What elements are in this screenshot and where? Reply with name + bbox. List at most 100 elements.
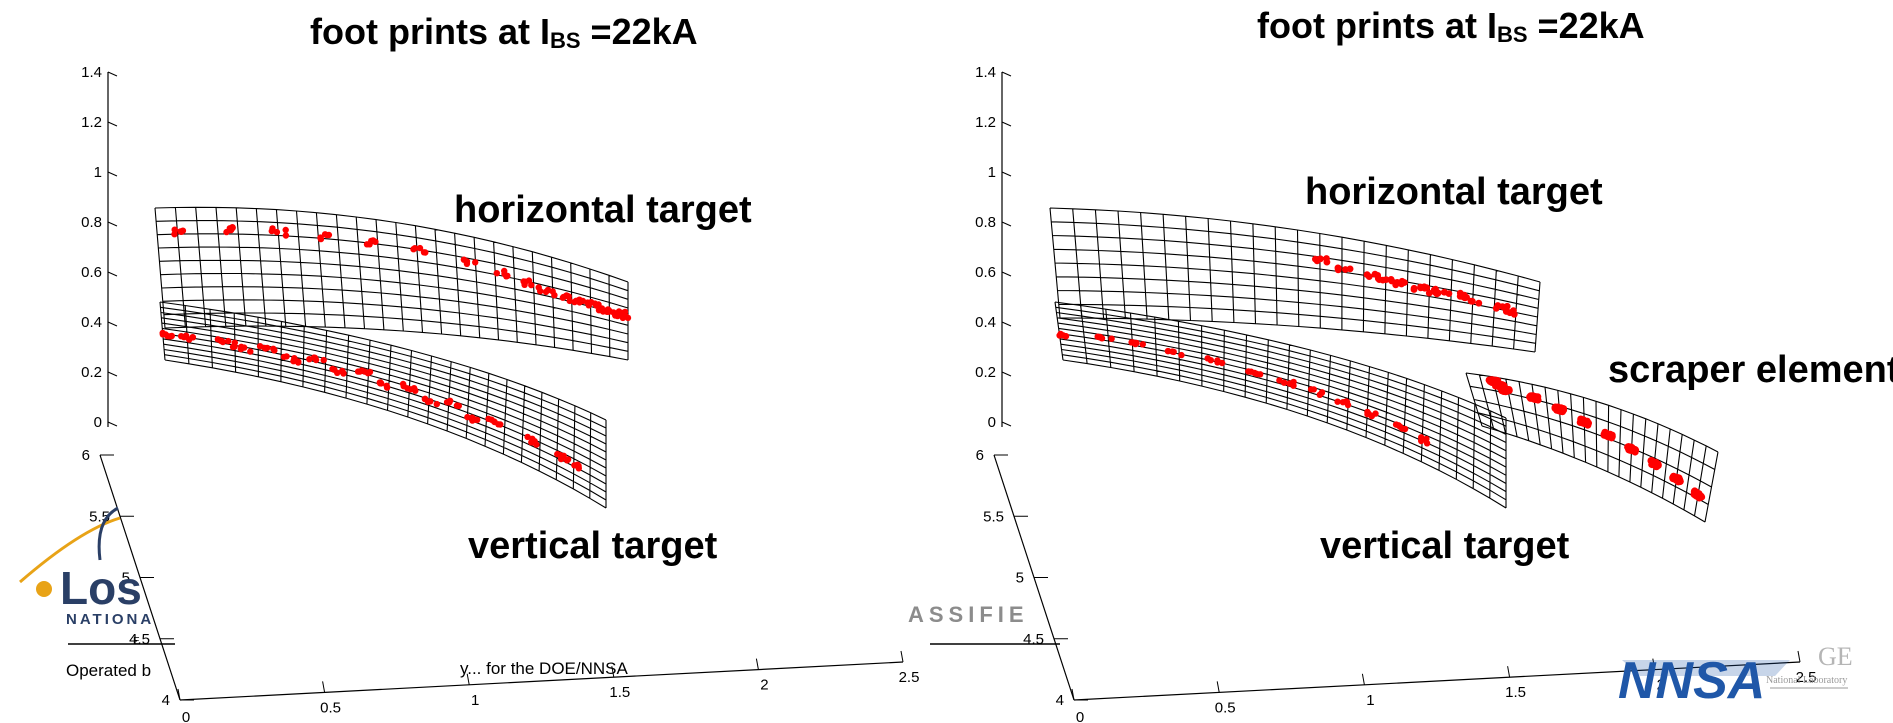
left-vertical-target-label: vertical target: [468, 525, 718, 567]
horizontal-footprint-point: [575, 298, 582, 305]
right-horizontal-target-label: horizontal target: [1305, 171, 1603, 213]
z-tick-label: 0.2: [81, 364, 102, 381]
scraper-footprint-point: [1628, 446, 1636, 454]
z-tick: [107, 421, 118, 427]
vertical-footprint-point: [231, 343, 238, 350]
horizontal-target-mesh: [1049, 207, 1541, 353]
right-plot-title: foot prints at IBS =22kA: [1257, 5, 1645, 47]
y-tick-label: 5: [1016, 570, 1024, 587]
horizontal-footprint-point: [1410, 284, 1418, 292]
horizontal-footprint-point: [472, 259, 479, 266]
horizontal-footprint-point: [1445, 290, 1453, 297]
vertical-footprint-point: [311, 354, 319, 361]
vertical-footprint-point: [189, 334, 197, 341]
y-tick-label: 4: [1056, 692, 1064, 709]
z-tick-label: 1.2: [81, 114, 102, 131]
vertical-target-mesh-grid: [159, 301, 607, 509]
vertical-footprint-point: [1056, 332, 1063, 339]
vertical-footprint-point: [554, 450, 561, 458]
vertical-footprint-point: [166, 333, 174, 340]
horizontal-footprint-point: [1421, 284, 1429, 292]
vertical-footprint-point: [1318, 389, 1326, 396]
horizontal-footprint-point: [1317, 255, 1324, 263]
vertical-footprint-point: [574, 461, 581, 468]
vertical-footprint-point: [364, 370, 372, 377]
vertical-footprint-point: [256, 343, 264, 350]
horizontal-footprint-point: [1342, 266, 1349, 273]
horizontal-footprint-point: [372, 238, 379, 245]
lab-logo-fine: E: [133, 636, 140, 647]
vertical-footprint-point: [425, 398, 432, 405]
left-footprint-points: [159, 224, 632, 472]
vertical-footprint-point: [1423, 440, 1431, 447]
vertical-footprint-point: [1307, 386, 1315, 393]
nnsa-logo-text: NNSA: [1618, 652, 1765, 710]
horizontal-footprint-point: [1425, 289, 1433, 297]
vertical-footprint-point: [433, 400, 440, 408]
horizontal-footprint-point: [1375, 276, 1383, 283]
vertical-footprint-point: [306, 356, 313, 363]
z-tick-label: 0.4: [975, 314, 996, 331]
vertical-target-mesh: [159, 301, 607, 509]
logo-orbit-gold: [19, 516, 121, 584]
vertical-footprint-point: [1401, 425, 1409, 433]
scraper-footprint-point: [1676, 477, 1684, 485]
horizontal-footprint-point: [1469, 298, 1476, 305]
x-tick-label: 0: [1076, 709, 1084, 723]
scraper-footprint-point: [1551, 403, 1559, 411]
left-horizontal-target-label: horizontal target: [454, 189, 752, 231]
vertical-footprint-point: [1170, 348, 1177, 356]
x-tick: [1071, 688, 1075, 701]
vertical-footprint-point: [159, 331, 166, 338]
nnsa-logo: NNSA: [1618, 652, 1790, 710]
horizontal-footprint-point: [179, 227, 187, 234]
vertical-footprint-point: [1251, 369, 1258, 377]
vertical-footprint-point: [1108, 335, 1115, 342]
scraper-footprint-point: [1499, 385, 1507, 393]
x-tick: [1652, 658, 1656, 670]
vertical-footprint-point: [560, 452, 567, 459]
x-tick: [177, 688, 181, 701]
horizontal-footprint-point: [171, 231, 178, 238]
horizontal-footprint-point: [1382, 276, 1390, 283]
vertical-footprint-point: [1343, 398, 1351, 406]
lab-logo-sub: NATIONA: [66, 611, 154, 628]
horizontal-footprint-point: [410, 246, 417, 253]
z-tick: [107, 71, 118, 77]
horizontal-footprint-point: [618, 309, 625, 316]
z-tick: [107, 371, 118, 377]
x-tick: [900, 650, 904, 663]
vertical-footprint-point: [182, 332, 190, 339]
horizontal-footprint-point: [420, 249, 428, 256]
vertical-footprint-point: [1368, 412, 1376, 420]
horizontal-footprint-point: [493, 270, 500, 277]
vertical-footprint-point: [356, 368, 363, 375]
left-plot-title: foot prints at IBS =22kA: [310, 11, 698, 53]
vertical-footprint-point: [407, 386, 414, 393]
z-tick-label: 0.8: [81, 214, 102, 231]
x-axis-line: [1073, 661, 1801, 701]
x-tick: [1797, 650, 1801, 663]
vertical-footprint-point: [563, 457, 571, 464]
z-tick: [1001, 71, 1012, 77]
horizontal-footprint-point: [1312, 255, 1319, 263]
vertical-footprint-point: [219, 338, 227, 346]
vertical-footprint-point: [1214, 359, 1221, 366]
vertical-footprint-point: [1276, 377, 1283, 384]
x-tick: [1507, 666, 1511, 678]
vertical-footprint-point: [443, 399, 451, 406]
vertical-footprint-point: [280, 353, 288, 361]
logo-dot: [36, 581, 52, 597]
z-tick: [107, 321, 118, 327]
z-tick: [1001, 271, 1012, 277]
vertical-footprint-point: [1396, 423, 1404, 430]
x-tick-label: 2: [760, 677, 768, 694]
right-vertical-target-label: vertical target: [1320, 525, 1570, 567]
vertical-footprint-point: [400, 383, 407, 390]
scraper-footprint-point: [1692, 491, 1700, 499]
horizontal-footprint-point: [564, 292, 571, 300]
horizontal-target-mesh-grid: [1049, 207, 1541, 353]
y-tick-label: 6: [82, 447, 90, 464]
vertical-footprint-point: [1204, 355, 1211, 362]
